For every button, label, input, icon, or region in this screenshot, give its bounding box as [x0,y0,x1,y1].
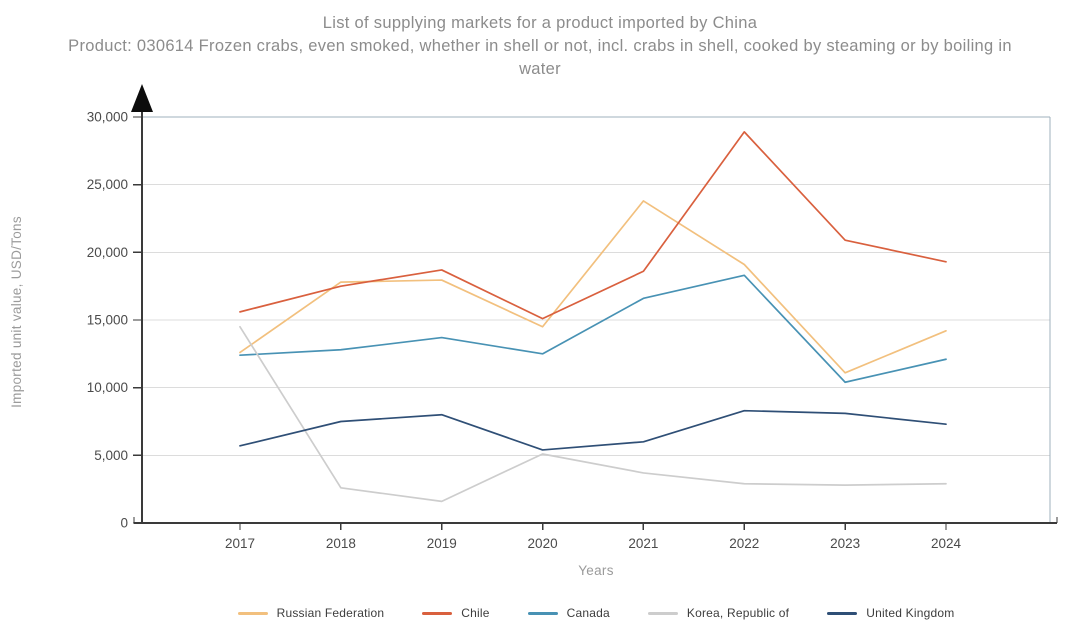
legend-label: Russian Federation [276,606,385,620]
x-tick-label: 2017 [225,536,255,551]
legend-label: United Kingdom [866,606,955,620]
legend-label: Canada [566,606,610,620]
x-axis-label: Years [578,563,614,578]
legend-swatch-icon [237,611,268,615]
legend-item-united-kingdom: United Kingdom [827,606,954,620]
x-tick-label: 2023 [830,536,860,551]
x-tick-label: 2018 [326,536,356,551]
legend-item-russian-federation: Russian Federation [237,606,385,620]
y-tick-label: 15,000 [87,313,128,328]
x-tick-label: 2024 [931,536,962,551]
legend-label: Chile [461,606,490,620]
legend-swatch-icon [527,611,558,615]
y-tick-label: 30,000 [87,110,128,125]
legend-item-korea-republic-of: Korea, Republic of [647,606,790,620]
series-line-canada [239,274,947,384]
x-tick-label: 2020 [528,536,558,551]
chart-subtitle: Product: 030614 Frozen crabs, even smoke… [68,37,1012,78]
chart-legend: Russian Federation Chile Canada Korea, Repu… [142,606,1050,620]
y-tick-label: 10,000 [87,380,128,395]
x-tick-label: 2021 [628,536,658,551]
y-tick-label: 5,000 [94,448,128,463]
series-line-korea-republic-of [239,325,947,503]
legend-label: Korea, Republic of [686,606,790,620]
x-tick-label: 2022 [729,536,759,551]
y-tick-label: 0 [120,516,128,531]
legend-swatch-icon [422,611,453,615]
legend-item-canada: Canada [527,606,610,620]
series-line-united-kingdom [239,409,947,451]
y-tick-label: 25,000 [87,177,128,192]
chart-title: List of supplying markets for a product … [322,14,758,32]
y-axis-arrow-icon [131,84,153,112]
chart-title-block: List of supplying markets for a product … [0,12,1080,81]
legend-item-chile: Chile [422,606,489,620]
x-tick-label: 2019 [427,536,457,551]
series-line-chile [239,131,947,320]
y-tick-label: 20,000 [87,245,128,260]
legend-swatch-icon [827,611,858,615]
series-line-russian-federation [239,200,947,374]
legend-swatch-icon [647,611,678,615]
line-chart-plot: 0 5,000 10,000 15,000 20,000 25,000 30,000 2017… [87,84,1058,551]
